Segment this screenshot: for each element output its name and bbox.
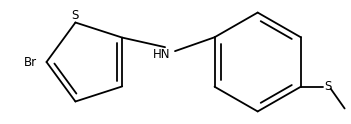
Text: Br: Br bbox=[24, 56, 37, 68]
Text: S: S bbox=[324, 80, 331, 93]
Text: HN: HN bbox=[153, 48, 171, 61]
Text: S: S bbox=[72, 9, 79, 22]
